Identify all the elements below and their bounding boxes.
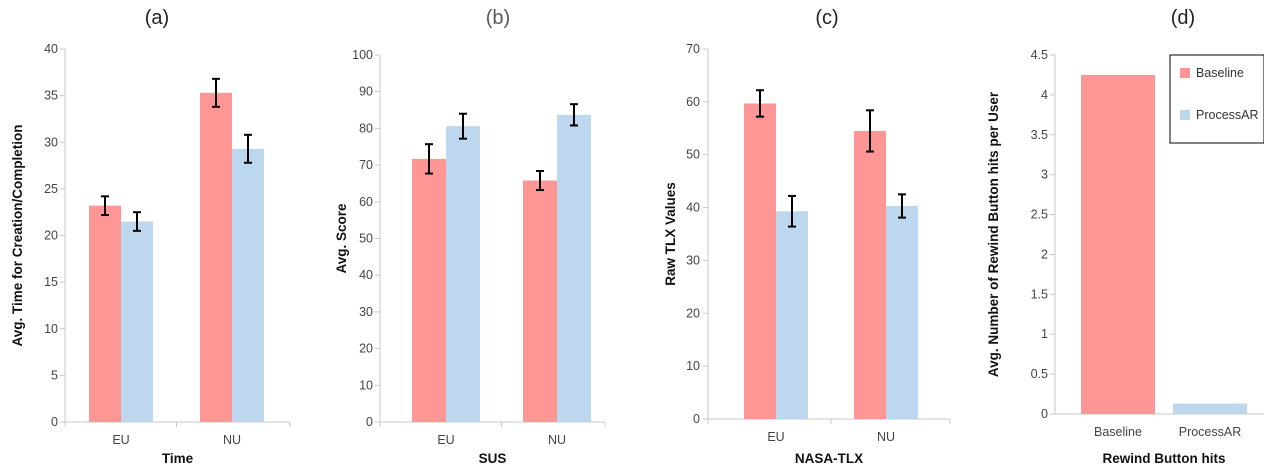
y-tick-label: 0 (366, 415, 373, 429)
legend-label: ProcessAR (1196, 108, 1259, 122)
y-tick-label: 20 (686, 306, 700, 320)
y-tick-label: 3 (1041, 168, 1048, 182)
y-tick-label: 40 (359, 268, 373, 282)
y-tick-label: 2 (1041, 247, 1048, 261)
y-tick-label: 20 (44, 229, 58, 243)
bar-eu-series1 (89, 205, 121, 422)
y-tick-label: 30 (44, 135, 58, 149)
y-tick-label: 0 (693, 412, 700, 426)
bar-eu-series2 (776, 211, 808, 419)
bar-nu-series2 (886, 205, 918, 419)
x-axis-title: Rewind Button hits (1103, 451, 1226, 466)
y-tick-label: 25 (44, 182, 58, 196)
y-tick-label: 1.5 (1031, 287, 1048, 301)
x-tick-label: Baseline (1094, 425, 1142, 439)
y-tick-label: 30 (686, 253, 700, 267)
y-tick-label: 0 (51, 415, 58, 429)
panel-label: (b) (486, 7, 510, 29)
legend-swatch (1180, 68, 1190, 78)
legend-swatch (1180, 110, 1190, 120)
bar-eu-series2 (121, 221, 153, 422)
x-tick-label: EU (112, 433, 129, 447)
bar-eu-series1 (744, 103, 776, 419)
x-tick-label: NU (223, 433, 241, 447)
x-tick-label: ProcessAR (1179, 425, 1242, 439)
bar-nu-series1 (854, 130, 886, 419)
panel-label: (a) (145, 7, 169, 29)
y-tick-label: 5 (51, 368, 58, 382)
y-tick-label: 50 (686, 148, 700, 162)
y-tick-label: 1 (1041, 327, 1048, 341)
y-axis-title: Raw TLX Values (663, 182, 678, 286)
y-axis-title: Avg. Score (334, 203, 349, 274)
chart-panel-4: (d) 0 0.5 1 1.5 2 2.5 3 3.5 4 4.5 Baseline ProcessAR… (986, 7, 1264, 466)
y-tick-label: 70 (686, 42, 700, 56)
bar-baseline-series1 (1081, 74, 1155, 414)
y-tick-label: 100 (352, 48, 373, 62)
y-tick-label: 0.5 (1031, 367, 1048, 381)
bar-nu-series2 (557, 114, 591, 423)
y-tick-label: 15 (44, 275, 58, 289)
bar-processar-series2 (1173, 403, 1247, 414)
x-tick-label: NU (548, 433, 566, 447)
y-tick-label: 10 (359, 378, 373, 392)
y-tick-label: 20 (359, 342, 373, 356)
y-tick-label: 70 (359, 158, 373, 172)
chart-panel-3: (c) 0 10 20 30 40 50 60 70 EU NU NASA-TLX Raw TLX Va… (663, 7, 951, 466)
bar-eu-series2 (446, 126, 480, 422)
y-tick-label: 2.5 (1031, 208, 1048, 222)
y-tick-label: 80 (359, 121, 373, 135)
x-axis-title: NASA-TLX (795, 451, 863, 466)
x-tick-label: NU (877, 430, 895, 444)
y-tick-label: 10 (44, 322, 58, 336)
y-tick-label: 4.5 (1031, 48, 1048, 62)
y-tick-label: 30 (359, 305, 373, 319)
y-tick-label: 90 (359, 85, 373, 99)
y-tick-label: 10 (686, 359, 700, 373)
y-axis-title: Avg. Time for Creation/Completion (10, 124, 25, 346)
y-tick-label: 60 (686, 95, 700, 109)
chart-panel-1: (a) 0 5 10 15 20 25 30 35 40 EU NU Time Avg. Time for… (10, 7, 291, 466)
chart-panel-2: (b) 0 10 20 30 40 50 60 70 80 90 100 EU NU SUS Avg. Sco… (334, 7, 606, 466)
y-tick-label: 40 (686, 201, 700, 215)
legend-label: Baseline (1196, 66, 1244, 80)
y-tick-label: 50 (359, 232, 373, 246)
x-tick-label: EU (437, 433, 454, 447)
y-tick-label: 4 (1041, 88, 1048, 102)
y-tick-label: 3.5 (1031, 128, 1048, 142)
y-tick-label: 0 (1041, 407, 1048, 421)
y-tick-label: 60 (359, 195, 373, 209)
legend: Baseline ProcessAR (1169, 54, 1264, 144)
y-axis-title: Avg. Number of Rewind Button hits per Us… (986, 91, 1001, 377)
y-tick-label: 40 (44, 42, 58, 56)
bar-eu-series1 (412, 158, 446, 422)
bar-nu-series2 (232, 148, 264, 422)
y-tick-label: 35 (44, 89, 58, 103)
x-axis-title: SUS (479, 451, 507, 466)
x-tick-label: EU (767, 430, 784, 444)
bar-nu-series1 (523, 180, 557, 422)
panel-label: (d) (1171, 7, 1195, 29)
panel-label: (c) (815, 7, 838, 29)
bar-nu-series1 (200, 92, 232, 422)
x-axis-title: Time (162, 451, 194, 466)
